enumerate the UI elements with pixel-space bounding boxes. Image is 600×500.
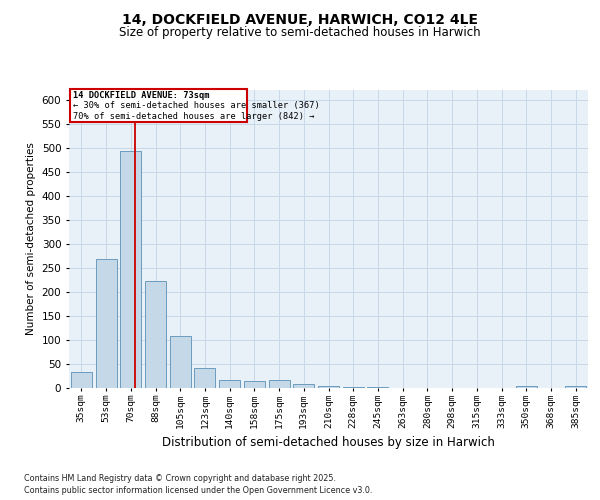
Text: Size of property relative to semi-detached houses in Harwich: Size of property relative to semi-detach… xyxy=(119,26,481,39)
Bar xyxy=(170,336,191,388)
Text: Contains public sector information licensed under the Open Government Licence v3: Contains public sector information licen… xyxy=(24,486,373,495)
Bar xyxy=(318,386,339,388)
Bar xyxy=(95,260,116,388)
Bar xyxy=(145,281,166,388)
Bar xyxy=(516,386,537,388)
Bar xyxy=(71,372,92,388)
Y-axis label: Number of semi-detached properties: Number of semi-detached properties xyxy=(26,142,36,335)
Bar xyxy=(194,368,215,388)
Text: 14 DOCKFIELD AVENUE: 73sqm: 14 DOCKFIELD AVENUE: 73sqm xyxy=(73,90,210,100)
Bar xyxy=(269,380,290,388)
Bar xyxy=(244,382,265,388)
FancyBboxPatch shape xyxy=(70,89,247,122)
Text: Contains HM Land Registry data © Crown copyright and database right 2025.: Contains HM Land Registry data © Crown c… xyxy=(24,474,336,483)
Text: ← 30% of semi-detached houses are smaller (367): ← 30% of semi-detached houses are smalle… xyxy=(73,101,320,110)
Text: 70% of semi-detached houses are larger (842) →: 70% of semi-detached houses are larger (… xyxy=(73,112,315,121)
Bar xyxy=(565,386,586,388)
Text: 14, DOCKFIELD AVENUE, HARWICH, CO12 4LE: 14, DOCKFIELD AVENUE, HARWICH, CO12 4LE xyxy=(122,12,478,26)
X-axis label: Distribution of semi-detached houses by size in Harwich: Distribution of semi-detached houses by … xyxy=(162,436,495,449)
Bar xyxy=(219,380,240,388)
Bar xyxy=(293,384,314,388)
Bar xyxy=(120,151,141,388)
